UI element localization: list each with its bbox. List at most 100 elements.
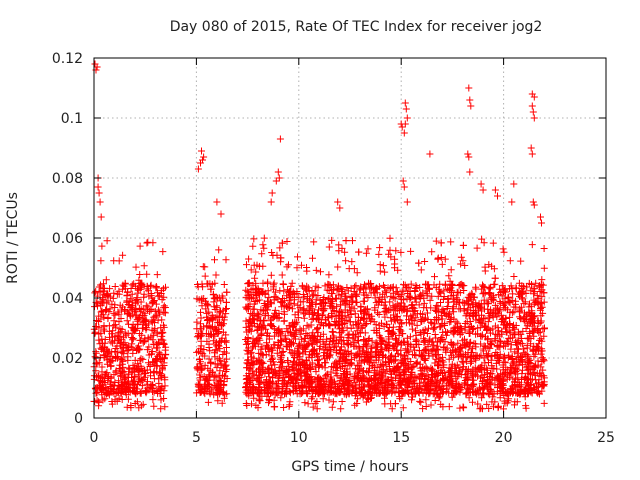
data-point-plus <box>248 400 255 408</box>
data-point-plus <box>257 373 265 381</box>
data-point-plus <box>447 238 455 246</box>
data-point-plus <box>308 287 316 294</box>
data-point-plus <box>328 403 336 411</box>
data-point-plus <box>387 314 395 322</box>
data-point-plus <box>294 253 301 261</box>
data-point-plus <box>528 322 536 330</box>
data-point-plus <box>525 365 533 373</box>
data-point-plus <box>251 274 259 282</box>
data-point-plus <box>278 357 285 365</box>
data-point-plus <box>416 383 423 391</box>
data-point-plus <box>345 330 353 338</box>
data-point-plus <box>249 316 257 324</box>
data-point-plus <box>534 300 542 308</box>
data-point-plus <box>530 114 538 122</box>
data-point-plus <box>256 317 264 324</box>
data-point-plus <box>136 271 144 278</box>
data-point-plus <box>469 367 477 375</box>
data-point-plus <box>103 306 111 313</box>
data-point-plus <box>422 388 430 396</box>
data-point-plus <box>375 324 383 332</box>
data-point-plus <box>259 307 267 315</box>
data-point-plus <box>291 321 299 329</box>
data-point-plus <box>135 346 143 354</box>
data-point-plus <box>193 318 201 326</box>
data-point-plus <box>197 337 205 345</box>
data-point-plus <box>443 385 451 393</box>
data-point-plus <box>281 390 288 398</box>
data-point-plus <box>450 315 458 323</box>
data-point-plus <box>112 368 120 376</box>
data-point-plus <box>350 265 358 273</box>
data-point-plus <box>455 370 463 378</box>
data-point-plus <box>347 324 355 332</box>
data-point-plus <box>289 375 297 383</box>
data-point-plus <box>483 400 491 408</box>
data-point-plus <box>216 355 223 363</box>
data-point-plus <box>388 351 395 359</box>
data-point-plus <box>162 283 169 291</box>
data-point-plus <box>302 285 310 293</box>
data-point-plus <box>405 348 413 356</box>
data-point-plus <box>259 351 267 359</box>
data-point-plus <box>264 278 272 286</box>
data-point-plus <box>481 263 489 271</box>
data-point-plus <box>210 298 218 306</box>
data-point-plus <box>102 383 110 391</box>
data-point-plus <box>402 345 410 353</box>
data-point-plus <box>216 367 224 375</box>
data-point-plus <box>352 282 360 290</box>
data-point-plus <box>320 352 327 360</box>
data-point-plus <box>157 374 165 382</box>
data-point-plus <box>399 389 407 397</box>
data-point-plus <box>313 350 320 358</box>
data-point-plus <box>219 328 227 336</box>
data-point-plus <box>256 336 264 344</box>
data-point-plus <box>200 153 208 161</box>
data-point-plus <box>201 361 209 369</box>
data-point-plus <box>299 383 307 391</box>
data-point-plus <box>439 363 447 371</box>
data-point-plus <box>214 329 222 337</box>
data-point-plus <box>486 308 494 316</box>
data-point-plus <box>268 249 276 256</box>
data-point-plus <box>255 384 263 392</box>
data-point-plus <box>540 399 548 407</box>
data-point-plus <box>140 311 148 319</box>
data-point-plus <box>449 347 457 355</box>
data-point-plus <box>421 258 429 265</box>
data-point-plus <box>503 399 511 407</box>
data-point-plus <box>290 372 298 380</box>
data-point-plus <box>250 339 258 347</box>
data-point-plus <box>318 299 326 307</box>
data-point-plus <box>117 384 125 392</box>
data-point-plus <box>157 396 165 404</box>
data-point-plus <box>522 325 530 332</box>
data-point-plus <box>138 382 146 390</box>
data-point-plus <box>249 242 257 250</box>
data-point-plus <box>276 328 284 336</box>
data-point-plus <box>211 295 219 303</box>
data-point-plus <box>260 244 268 252</box>
data-point-plus <box>537 371 545 379</box>
data-point-plus <box>314 356 322 364</box>
data-point-plus <box>433 308 441 315</box>
data-point-plus <box>267 298 274 306</box>
data-point-plus <box>247 377 255 385</box>
data-point-plus <box>342 257 350 265</box>
data-point-plus <box>432 283 440 291</box>
data-point-plus <box>150 369 158 377</box>
data-point-plus <box>517 381 525 389</box>
data-point-plus <box>531 312 538 320</box>
data-point-plus <box>285 402 293 410</box>
data-points <box>90 60 548 413</box>
data-point-plus <box>290 362 298 370</box>
data-point-plus <box>109 327 117 335</box>
data-point-plus <box>295 308 303 316</box>
data-point-plus <box>496 337 504 345</box>
data-point-plus <box>121 374 129 382</box>
data-point-plus <box>362 249 370 257</box>
data-point-plus <box>362 398 370 406</box>
data-point-plus <box>316 381 324 389</box>
data-point-plus <box>433 316 440 324</box>
